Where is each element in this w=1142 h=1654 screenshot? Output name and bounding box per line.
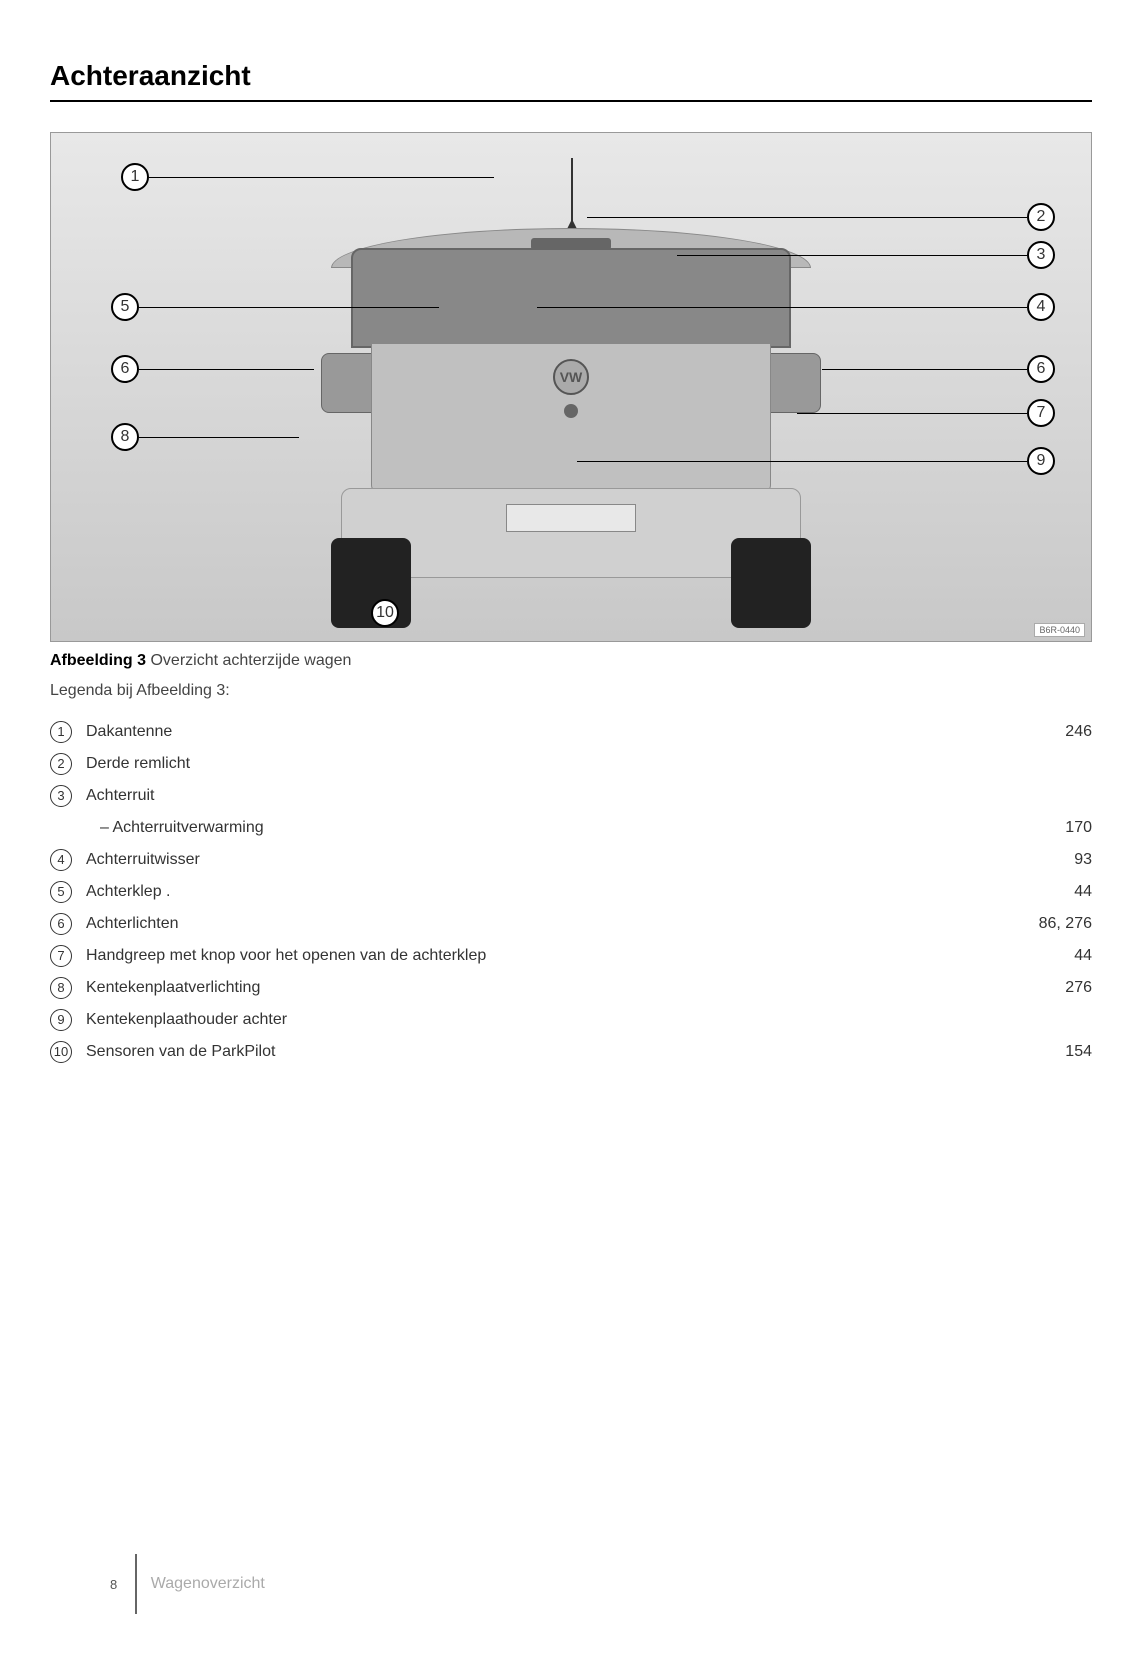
legend-dots: [187, 912, 1019, 936]
leader-9: [577, 461, 1027, 462]
callout-9: 9: [1027, 447, 1055, 475]
legend-label: Handgreep met knop voor het openen van d…: [86, 944, 486, 968]
legend-row: 10 Sensoren van de ParkPilot 154: [50, 1040, 1092, 1064]
legend-number: 4: [50, 849, 72, 871]
legend-label: Achterlichten: [86, 912, 179, 936]
legend-number: 8: [50, 977, 72, 999]
legend-number: 1: [50, 721, 72, 743]
callout-3: 3: [1027, 241, 1055, 269]
legend-dots: [283, 1040, 1045, 1064]
legend-page-ref: 44: [1062, 880, 1092, 904]
legend-label: Achterruitwisser: [86, 848, 200, 872]
legend-number: 5: [50, 881, 72, 903]
page-footer: 8 Wagenoverzicht: [110, 1554, 265, 1614]
callout-2: 2: [1027, 203, 1055, 231]
leader-1: [149, 177, 494, 178]
figure-caption-label: Afbeelding 3: [50, 652, 146, 669]
page-title: Achteraanzicht: [50, 60, 1092, 102]
legend-dots: [208, 848, 1054, 872]
callout-5: 5: [111, 293, 139, 321]
legend-row: 1 Dakantenne 246: [50, 720, 1092, 744]
license-plate: [506, 504, 636, 532]
legend-row: 8 Kentekenplaatverlichting 276: [50, 976, 1092, 1000]
legend-page-ref: 86, 276: [1027, 912, 1092, 936]
figure-caption-text: Overzicht achterzijde wagen: [150, 652, 351, 669]
callout-1: 1: [121, 163, 149, 191]
legend-dots: [494, 944, 1054, 968]
footer-section-label: Wagenoverzicht: [151, 1575, 265, 1593]
leader-4: [537, 307, 1027, 308]
legend-page-ref: 93: [1062, 848, 1092, 872]
leader-3: [677, 255, 1027, 256]
leader-7: [797, 413, 1027, 414]
legend-page-ref: 246: [1053, 720, 1092, 744]
legend-page-ref: 276: [1053, 976, 1092, 1000]
legend-page-ref: 44: [1062, 944, 1092, 968]
tailgate: VW: [371, 343, 771, 493]
legend-number: 2: [50, 753, 72, 775]
callout-6-left: 6: [111, 355, 139, 383]
callout-8: 8: [111, 423, 139, 451]
figure-caption: Afbeelding 3 Overzicht achterzijde wagen: [50, 652, 1092, 670]
legend-row: 3 Achterruit: [50, 784, 1092, 808]
legend-dots: [268, 976, 1045, 1000]
legend-number: 9: [50, 1009, 72, 1031]
leader-6r: [822, 369, 1027, 370]
legend-page-ref: 170: [1053, 816, 1092, 840]
legend-dots: [178, 880, 1054, 904]
callout-6-right: 6: [1027, 355, 1055, 383]
legend-page-ref: 154: [1053, 1040, 1092, 1064]
legend-row: 6 Achterlichten 86, 276: [50, 912, 1092, 936]
figure-reference-code: B6R-0440: [1034, 623, 1085, 637]
legend-label: Achterruit: [86, 784, 154, 808]
legend-row: 5 Achterklep . 44: [50, 880, 1092, 904]
legend-label: Derde remlicht: [86, 752, 190, 776]
legend-dots: [308, 816, 1046, 840]
callout-10: 10: [371, 599, 399, 627]
legend-row: 2 Derde remlicht: [50, 752, 1092, 776]
legend-label: Sensoren van de ParkPilot: [86, 1040, 275, 1064]
rear-window: [351, 248, 791, 348]
legend-number: 10: [50, 1041, 72, 1063]
legend-number: 3: [50, 785, 72, 807]
vw-logo-icon: VW: [553, 359, 589, 395]
legend-number: 7: [50, 945, 72, 967]
legend-row: 4 Achterruitwisser 93: [50, 848, 1092, 872]
legend-label: Kentekenplaathouder achter: [86, 1008, 287, 1032]
leader-2: [587, 217, 1027, 218]
figure-container: VW 1 2 3 4 5 6 6 7 8 9 10 B6R-0440: [50, 132, 1092, 642]
legend-row: 9 Kentekenplaathouder achter: [50, 1008, 1092, 1032]
legend-label: Achterklep .: [86, 880, 170, 904]
callout-7: 7: [1027, 399, 1055, 427]
footer-divider: [135, 1554, 137, 1614]
legend-row: 7 Handgreep met knop voor het openen van …: [50, 944, 1092, 968]
wheel-right: [731, 538, 811, 628]
legend-sublabel: – Achterruitverwarming: [86, 816, 264, 840]
legend-intro: Legenda bij Afbeelding 3:: [50, 682, 1092, 700]
legend-row: – Achterruitverwarming 170: [50, 816, 1092, 840]
callout-4: 4: [1027, 293, 1055, 321]
legend-label: Dakantenne: [86, 720, 172, 744]
car-illustration: VW: [281, 198, 861, 618]
antenna-shape: [571, 158, 573, 228]
legend-list: 1 Dakantenne 246 2 Derde remlicht 3 Achterrui…: [50, 720, 1092, 1064]
legend-number: 6: [50, 913, 72, 935]
tailgate-handle: [564, 404, 578, 418]
legend-dots: [180, 720, 1045, 744]
legend-label: Kentekenplaatverlichting: [86, 976, 260, 1000]
leader-6l: [139, 369, 314, 370]
leader-5: [139, 307, 439, 308]
page-number: 8: [110, 1577, 117, 1592]
leader-8: [139, 437, 299, 438]
